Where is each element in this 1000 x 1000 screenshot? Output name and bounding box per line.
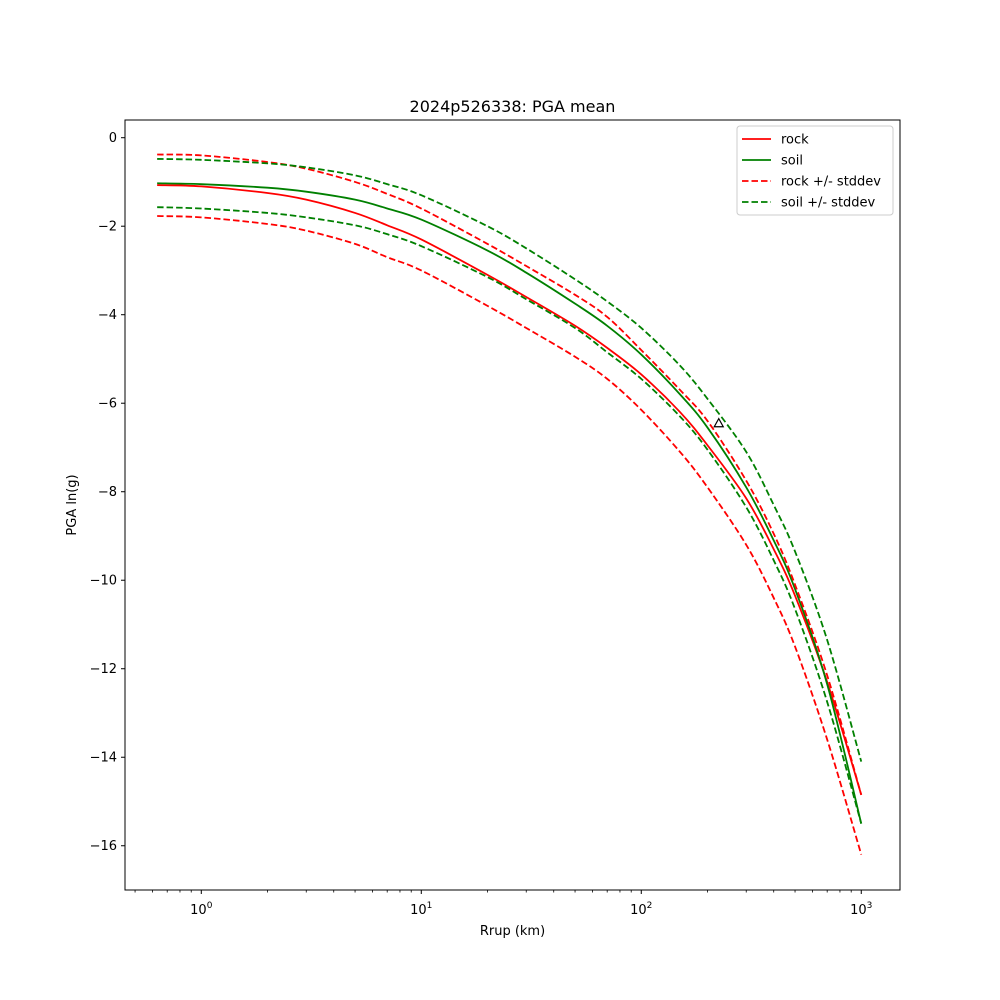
series-line-2: [157, 182, 863, 824]
series-line-3: [157, 153, 863, 796]
chart-title: 2024p526338: PGA mean: [410, 97, 616, 116]
plot-markers: [713, 417, 725, 428]
series-line-5: [157, 158, 863, 762]
y-tick-label: −12: [90, 662, 117, 677]
y-axis-label: PGA ln(g): [65, 474, 80, 535]
y-tick-label: −10: [90, 574, 117, 589]
y-axis-ticks: 0 −2 −4 −6 −8 −10 −12 −14 −16: [90, 131, 125, 854]
y-tick-label: 0: [109, 131, 117, 146]
plot-lines: [157, 153, 863, 855]
legend-box: [736, 125, 894, 216]
x-tick-label: 101: [410, 901, 432, 918]
legend: rock soil rock +/- stddev soil +/- stddev: [736, 125, 894, 216]
observation-marker-1: [713, 417, 725, 428]
y-tick-label: −14: [90, 751, 117, 766]
plot-frame: [124, 119, 901, 891]
y-tick-label: −2: [98, 220, 117, 235]
x-tick-label: 103: [850, 901, 872, 918]
x-axis-ticks: 100 101 102 103: [134, 890, 872, 918]
y-tick-label: −16: [90, 839, 117, 854]
series-line-6: [157, 206, 863, 824]
legend-label: rock: [781, 133, 809, 148]
y-tick-label: −8: [98, 485, 117, 500]
series-line-1: [157, 184, 863, 796]
legend-label: soil: [781, 154, 803, 169]
legend-label: soil +/- stddev: [781, 196, 876, 211]
series-line-4: [157, 215, 863, 855]
x-tick-label: 102: [630, 901, 652, 918]
legend-label: rock +/- stddev: [781, 175, 881, 190]
x-axis-label: Rrup (km): [480, 924, 545, 939]
y-tick-label: −4: [98, 308, 117, 323]
y-tick-label: −6: [98, 397, 117, 412]
x-tick-label: 100: [190, 901, 213, 918]
